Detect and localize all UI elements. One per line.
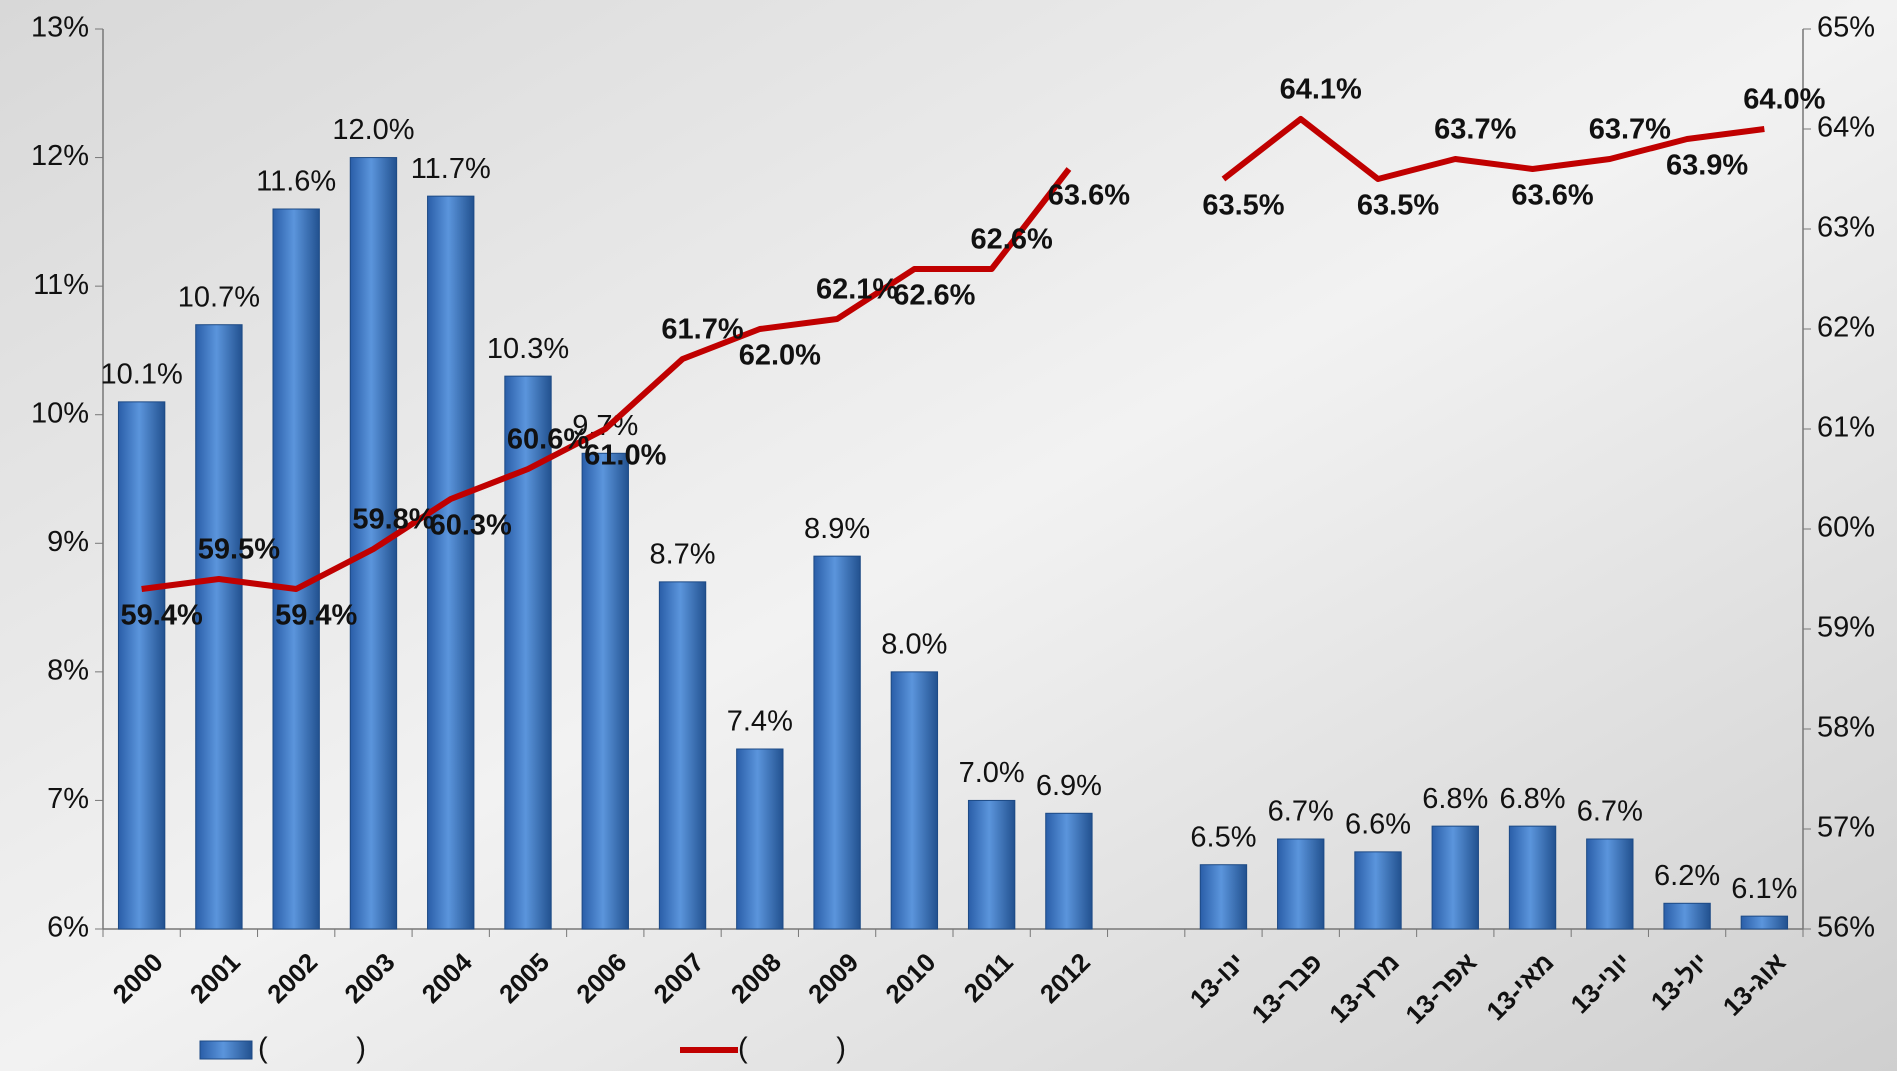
y-tick-label: 8% — [47, 655, 89, 687]
bar — [1508, 825, 1557, 930]
bar-value-label: 6.7% — [1577, 796, 1643, 828]
line-value-label: 59.8% — [352, 504, 434, 536]
y-tick-label: 6% — [47, 912, 89, 944]
bar — [813, 555, 861, 930]
bar — [195, 324, 243, 930]
bar-value-label: 6.7% — [1268, 796, 1334, 828]
y-tick-label: 13% — [31, 12, 89, 44]
line-value-label: 59.4% — [275, 600, 357, 632]
line-value-label: 62.6% — [971, 224, 1053, 256]
y2-tick-label: 60% — [1817, 512, 1875, 544]
line-value-label: 62.1% — [816, 274, 898, 306]
legend-label: ( ) — [738, 1033, 846, 1065]
line-value-label: 60.3% — [430, 510, 512, 542]
bar-value-label: 6.5% — [1190, 821, 1256, 853]
bar-value-label: 12.0% — [332, 114, 414, 146]
y-tick-label: 9% — [47, 526, 89, 558]
bar — [1431, 825, 1479, 930]
bar-value-label: 8.7% — [649, 539, 715, 571]
y2-tick-label: 62% — [1817, 312, 1875, 344]
line-value-label: 59.4% — [121, 600, 203, 632]
y2-tick-label: 64% — [1817, 112, 1875, 144]
bar-value-label: 8.9% — [804, 513, 870, 545]
bar — [427, 195, 475, 930]
bar — [117, 401, 166, 930]
line-value-label: 64.0% — [1743, 84, 1825, 116]
y-tick-label: 12% — [31, 140, 89, 172]
line-value-label: 62.6% — [893, 280, 975, 312]
line-value-label: 59.5% — [198, 534, 280, 566]
bar — [658, 581, 707, 930]
bar-value-label: 10.3% — [487, 333, 569, 365]
bar-value-label: 8.0% — [881, 629, 947, 661]
bar — [1199, 864, 1248, 930]
y2-tick-label: 65% — [1817, 12, 1875, 44]
line-value-label: 63.5% — [1202, 190, 1284, 222]
line-value-label: 63.6% — [1511, 180, 1593, 212]
line-value-label: 63.6% — [1048, 180, 1130, 212]
y-tick-label: 10% — [31, 397, 89, 429]
bar — [1277, 838, 1325, 930]
line-value-label: 63.5% — [1357, 190, 1439, 222]
line-value-label: 63.7% — [1434, 114, 1516, 146]
y2-tick-label: 63% — [1817, 212, 1875, 244]
bar-value-label: 6.8% — [1422, 783, 1488, 815]
bar-value-label: 6.2% — [1654, 860, 1720, 892]
bar-value-label: 6.8% — [1499, 783, 1565, 815]
line-value-label: 63.7% — [1589, 114, 1671, 146]
bar — [349, 157, 398, 930]
bar-value-label: 7.4% — [727, 706, 793, 738]
bar-value-label: 11.7% — [411, 153, 491, 185]
bar-value-label: 10.7% — [178, 281, 260, 313]
bar — [736, 748, 784, 930]
bar — [1663, 902, 1711, 930]
y-tick-label: 11% — [33, 269, 89, 301]
y2-tick-label: 61% — [1817, 412, 1875, 444]
bar — [967, 799, 1016, 930]
y2-tick-label: 57% — [1817, 812, 1875, 844]
bar-value-label: 11.6% — [256, 166, 336, 198]
line-value-label: 60.6% — [507, 424, 589, 456]
legend-label: ( ) — [258, 1033, 366, 1065]
y2-tick-label: 59% — [1817, 612, 1875, 644]
line — [141, 116, 1765, 592]
bar-value-label: 10.1% — [101, 359, 183, 391]
bar — [581, 452, 629, 930]
bar-value-label: 7.0% — [959, 757, 1025, 789]
bar-value-label: 6.9% — [1036, 770, 1102, 802]
bar-value-label: 6.6% — [1345, 809, 1411, 841]
line-value-label: 61.0% — [584, 440, 666, 472]
line-value-label: 63.9% — [1666, 150, 1748, 182]
bar — [890, 671, 939, 930]
bar — [1740, 915, 1789, 930]
bar — [1354, 851, 1402, 930]
bar — [1045, 812, 1093, 930]
bar-value-label: 6.1% — [1731, 873, 1797, 905]
legend-swatch — [199, 1040, 253, 1060]
bar — [272, 208, 320, 930]
line-value-label: 62.0% — [739, 340, 821, 372]
y2-tick-label: 56% — [1817, 912, 1875, 944]
line-value-label: 61.7% — [661, 314, 743, 346]
bar — [1586, 838, 1634, 930]
y-tick-label: 7% — [47, 783, 89, 815]
line-value-label: 64.1% — [1280, 74, 1362, 106]
y2-tick-label: 58% — [1817, 712, 1875, 744]
